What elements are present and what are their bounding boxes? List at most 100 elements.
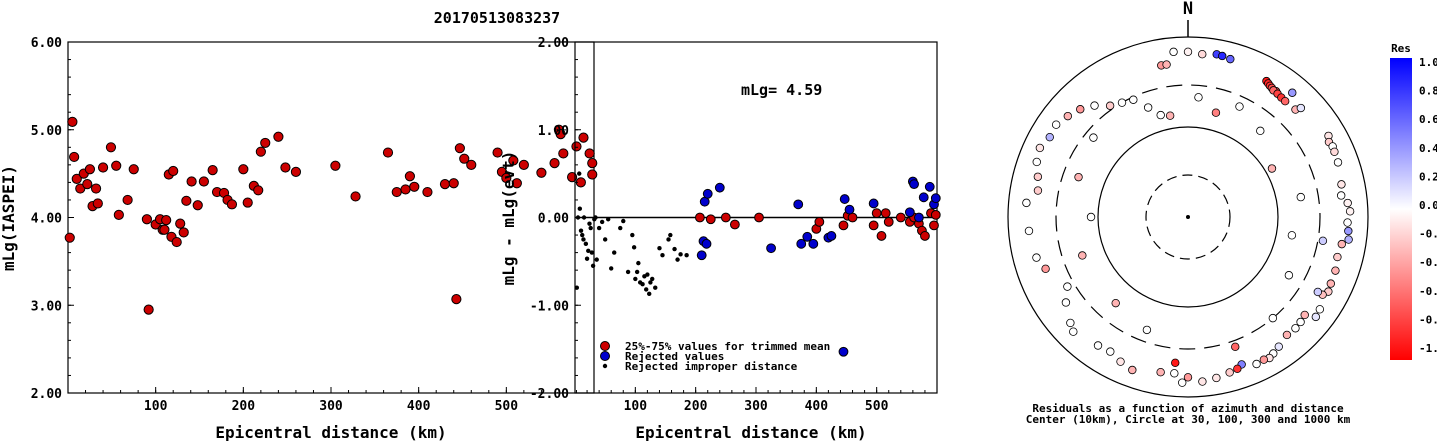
data-point [260, 137, 271, 149]
polar-point [1326, 279, 1336, 288]
polar-point [1218, 51, 1227, 61]
x-axis-label-1: Epicentral distance (km) [215, 423, 446, 441]
polar-point [1045, 132, 1054, 142]
polar-point [1156, 110, 1165, 120]
data-points-2 [574, 171, 941, 357]
data-point [640, 281, 645, 287]
colorbar-title: Res [1391, 42, 1411, 55]
data-point [466, 159, 477, 170]
y-tick-label: 1.00 [538, 124, 569, 139]
data-point [838, 346, 849, 357]
data-points-1 [64, 116, 598, 315]
data-point [583, 241, 589, 247]
ring-300km [1055, 84, 1321, 350]
data-point [871, 208, 882, 219]
data-point [684, 253, 689, 258]
data-point [255, 146, 266, 157]
polar-point [1061, 298, 1071, 307]
polar-point [1318, 236, 1328, 245]
polar-point [1198, 377, 1207, 386]
data-point [648, 280, 653, 285]
data-point [404, 171, 415, 182]
data-point [175, 218, 186, 229]
x-tick-label: 100 [144, 399, 168, 414]
center-marker [1186, 215, 1190, 219]
polar-point [1296, 317, 1305, 327]
data-point [97, 162, 109, 173]
data-point [636, 260, 641, 266]
data-point [612, 250, 617, 255]
mlg-annotation: mLg= 4.59 [741, 81, 822, 99]
polar-point [1069, 327, 1078, 336]
data-point [580, 232, 585, 238]
data-point [111, 160, 122, 171]
data-point [596, 225, 602, 231]
data-point [668, 232, 673, 238]
data-point [634, 269, 640, 275]
colorbar-tick-label: -0.8 [1419, 313, 1437, 326]
data-point [122, 194, 133, 206]
data-point [159, 224, 170, 235]
polar-points [1022, 47, 1355, 387]
data-point [492, 147, 503, 158]
legend-label-improper: Rejected improper distance [625, 360, 798, 373]
data-point [593, 215, 598, 220]
data-point [82, 179, 93, 190]
ring-100km [1097, 126, 1279, 308]
polar-point [1086, 212, 1096, 222]
data-point [578, 228, 584, 233]
polar-point [1022, 198, 1031, 208]
data-point [930, 209, 941, 220]
y-axis-label-2: mLg - mLg(evt) [499, 151, 518, 286]
data-point [454, 143, 465, 154]
colorbar-tick-label: 0.6 [1419, 113, 1437, 126]
data-point [621, 218, 626, 224]
x-tick-label: 300 [319, 399, 343, 414]
x-tick-label: 200 [232, 399, 256, 414]
polar-point [1106, 347, 1115, 356]
data-point [589, 250, 595, 255]
data-point [574, 285, 580, 290]
data-point [657, 246, 662, 251]
colorbar-tick-label: 0.0 [1419, 199, 1437, 212]
polar-point [1311, 312, 1321, 322]
data-point [105, 142, 117, 153]
polar-point [1074, 172, 1083, 182]
data-point [702, 188, 713, 199]
data-point [555, 129, 566, 140]
polar-point [1035, 143, 1045, 153]
y-axis-label-1: mLg(IASPEI) [0, 165, 18, 271]
y-tick-label: 4.00 [31, 212, 62, 227]
data-point [207, 165, 218, 176]
data-point [128, 164, 139, 175]
y-tick-label: 5.00 [31, 124, 62, 139]
polar-point [1024, 226, 1034, 236]
polar-point [1235, 102, 1244, 111]
x-tick-label: 300 [744, 399, 768, 414]
data-point [549, 157, 560, 169]
polar-point [1178, 378, 1187, 387]
data-point [64, 232, 75, 243]
polar-point [1337, 239, 1346, 249]
axis-ticks-1: 100 200 300 400 500 2.00 3.00 4.00 5.00 6.00 [31, 36, 595, 414]
data-point [720, 212, 731, 223]
polar-point [1063, 111, 1073, 121]
data-point [511, 178, 522, 189]
data-point [400, 184, 411, 195]
y-tick-label: -1.00 [530, 299, 569, 314]
colorbar-tick-label: 0.8 [1419, 85, 1437, 98]
polar-point [1211, 108, 1221, 117]
data-point [587, 169, 598, 180]
data-point [71, 173, 82, 184]
axis-ticks-2: 100 200 300 400 500 -2.00 -1.00 0.00 1.00 2.00 [530, 36, 938, 414]
north-label: N [1183, 0, 1193, 19]
data-point [84, 164, 96, 175]
y-tick-label: 3.00 [31, 299, 62, 314]
polar-point [1282, 330, 1292, 340]
polar-point [1128, 365, 1137, 375]
polar-point [1315, 305, 1325, 314]
polar-point [1051, 120, 1061, 129]
data-point [578, 132, 589, 143]
polar-point [1170, 369, 1179, 378]
data-point [844, 204, 855, 215]
